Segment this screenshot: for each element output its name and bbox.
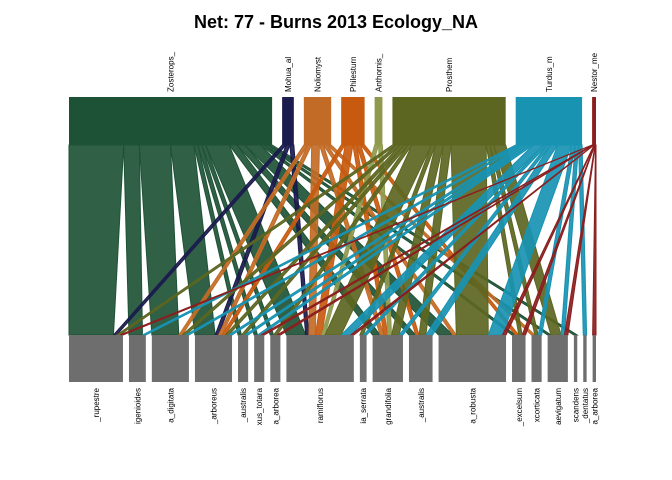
lower-species-label: aevigatum [554,388,563,425]
lower-species-label: a_arborea [271,387,280,424]
lower-species-label: _australis [239,388,248,423]
lower-species-label: a_arborea [590,387,599,424]
lower-species-label: xcorticata [533,387,542,422]
interaction-links [68,144,597,336]
higher-species-box [392,97,506,145]
higher-species-label: Nestor_me [590,52,599,92]
lower-species-box [286,335,354,382]
higher-species-label: Zosterops_ [167,51,176,92]
lower-species-box [583,335,587,382]
lower-species-label: xus_totara [255,387,264,425]
lower-species-label: _rupestre [92,387,101,422]
higher-species-label: Prosthem [445,57,454,92]
lower-species-box [592,335,596,382]
lower-species-box [128,335,146,382]
higher-species-label: Mohua_al [284,57,293,92]
lower-species-box [531,335,542,382]
lower-species-box [372,335,403,382]
lower-species-label: igenioides [133,388,142,424]
lower-species-label: ia_serrata [359,387,368,423]
lower-species-box [438,335,507,382]
lower-species-box [69,335,123,382]
higher-species-box [374,97,383,145]
higher-species-box [515,97,583,145]
higher-species-box [69,97,273,145]
interaction-link [592,144,597,336]
higher-species-label: Noliomyst [314,56,323,92]
lower-species-label: _excelsum [515,388,524,428]
lower-species-label: a_robusta [468,387,477,423]
lower-species-label: grandifolia [384,387,393,424]
lower-species-box [547,335,568,382]
lower-species-box [254,335,265,382]
lower-species-label: scandens [572,388,581,422]
higher-species-box [341,97,365,145]
lower-species-label: _australis [417,388,426,423]
higher-species-box [303,97,332,145]
network-title: Net: 77 - Burns 2013 Ecology_NA [193,12,479,32]
lower-species-box [270,335,281,382]
higher-species-label: Anthornis_ [375,53,384,92]
lower-species-box [408,335,433,382]
higher-species-box [592,97,596,145]
higher-species-label: Turdus_m [545,56,554,92]
higher-species-label: Philesturn [349,56,358,92]
lower-species-box [238,335,249,382]
lower-species-box [194,335,233,382]
lower-species-box [573,335,578,382]
lower-species-label: ramiflorus [316,388,325,423]
lower-species-label: a_digitata [166,387,175,422]
lower-species-box [512,335,526,382]
lower-species-label: _arboreus [209,388,218,425]
interaction-link [68,144,125,336]
higher-species-box [282,97,294,145]
lower-species-box [151,335,189,382]
lower-species-label: _dentatus [581,388,590,424]
lower-species-box [359,335,367,382]
